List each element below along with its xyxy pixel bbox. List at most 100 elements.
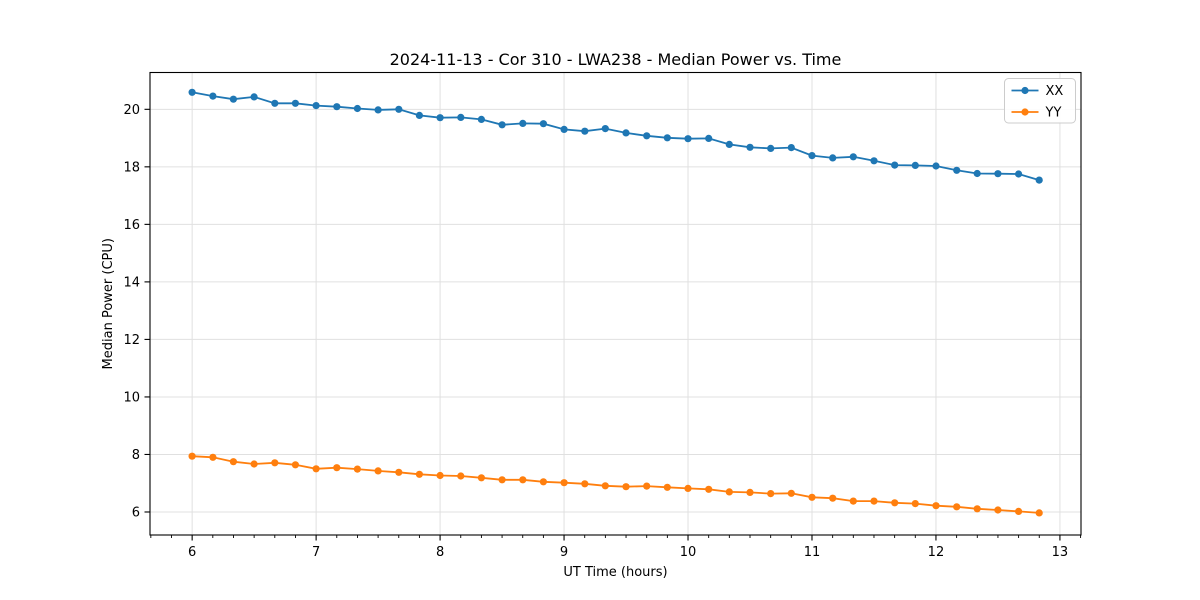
data-point-XX (333, 103, 341, 111)
data-point-YY (808, 493, 816, 501)
data-point-XX (808, 152, 816, 160)
data-point-YY (725, 488, 733, 496)
y-axis-label: Median Power (CPU) (101, 238, 116, 369)
y-tick-label: 10 (123, 390, 140, 405)
data-point-YY (891, 499, 899, 507)
data-point-XX (684, 135, 692, 143)
data-point-YY (684, 484, 692, 492)
data-point-XX (291, 99, 299, 107)
series-YY (188, 452, 1043, 517)
x-tick-label: 12 (928, 545, 945, 560)
data-point-XX (829, 154, 837, 162)
y-tick-label: 18 (123, 160, 140, 175)
data-point-YY (560, 479, 568, 487)
y-tick-label: 14 (123, 275, 140, 290)
data-point-XX (973, 169, 981, 178)
data-point-XX (911, 161, 919, 169)
data-point-XX (374, 106, 382, 114)
data-point-XX (891, 161, 899, 169)
legend-marker-XX (1021, 86, 1029, 95)
data-point-XX (767, 144, 775, 152)
data-point-XX (622, 129, 630, 137)
data-point-YY (973, 505, 981, 513)
legend-box (1004, 78, 1076, 124)
data-point-XX (932, 162, 940, 170)
data-point-XX (705, 134, 713, 142)
data-point-YY (932, 502, 940, 510)
data-point-XX (746, 143, 754, 151)
y-axis: 6 8 10 12 14 16 18 20 (123, 103, 150, 520)
data-point-YY (705, 485, 713, 493)
legend: XX YY (1004, 78, 1076, 124)
data-point-YY (353, 465, 361, 473)
x-tick-label: 7 (312, 545, 320, 560)
data-point-YY (271, 459, 279, 467)
data-point-YY (767, 490, 775, 498)
chart-title: 2024-11-13 - Cor 310 - LWA238 - Median P… (390, 50, 842, 69)
x-axis: 6 7 8 9 10 11 12 13 (150, 535, 1082, 560)
data-point-XX (870, 157, 878, 165)
data-point-XX (498, 121, 506, 129)
x-tick-label: 9 (560, 545, 568, 560)
data-point-XX (560, 125, 568, 133)
data-point-YY (911, 500, 919, 508)
data-point-YY (787, 489, 795, 497)
data-point-YY (291, 461, 299, 469)
legend-marker-YY (1021, 108, 1029, 116)
x-tick-label: 10 (680, 545, 697, 560)
data-point-XX (953, 166, 961, 174)
data-point-YY (250, 460, 258, 468)
data-point-XX (250, 93, 258, 101)
data-point-XX (539, 120, 548, 128)
x-tick-label: 11 (804, 545, 821, 560)
grid (150, 72, 1081, 535)
x-tick-label: 6 (188, 545, 196, 560)
data-point-XX (457, 113, 465, 121)
data-point-YY (1015, 507, 1023, 515)
data-point-YY (663, 483, 671, 491)
y-tick-label: 6 (132, 505, 140, 520)
data-point-XX (312, 102, 320, 110)
axes-spines (149, 71, 1082, 536)
data-point-XX (994, 170, 1002, 178)
y-tick-label: 16 (123, 218, 140, 233)
data-point-XX (188, 88, 196, 96)
data-point-XX (663, 134, 671, 142)
data-point-XX (581, 127, 589, 135)
data-point-XX (271, 99, 279, 107)
data-point-YY (333, 464, 341, 472)
data-point-XX (477, 115, 485, 123)
data-point-XX (229, 95, 237, 103)
data-point-XX (1015, 170, 1023, 178)
data-point-YY (436, 471, 444, 480)
data-point-XX (849, 153, 857, 161)
data-point-YY (519, 476, 527, 484)
y-tick-label: 12 (123, 333, 140, 348)
data-point-YY (994, 506, 1002, 514)
data-point-YY (209, 453, 217, 461)
data-point-YY (312, 465, 320, 473)
data-point-YY (229, 458, 237, 466)
data-point-YY (188, 452, 196, 460)
data-point-XX (395, 105, 403, 113)
data-point-YY (746, 488, 754, 496)
data-point-XX (1035, 176, 1043, 184)
data-point-YY (953, 503, 961, 511)
data-point-XX (787, 144, 795, 152)
data-point-XX (353, 104, 361, 113)
legend-label-XX: XX (1046, 84, 1064, 99)
data-point-YY (581, 480, 589, 488)
x-axis-label: UT Time (hours) (563, 565, 667, 580)
data-point-XX (436, 114, 444, 122)
data-point-YY (477, 474, 485, 482)
series-XX (188, 88, 1043, 184)
data-point-YY (870, 497, 878, 505)
y-tick-label: 8 (132, 448, 140, 463)
data-point-YY (643, 482, 651, 490)
y-tick-label: 20 (123, 103, 140, 118)
data-point-YY (622, 483, 630, 491)
data-point-YY (849, 497, 857, 505)
